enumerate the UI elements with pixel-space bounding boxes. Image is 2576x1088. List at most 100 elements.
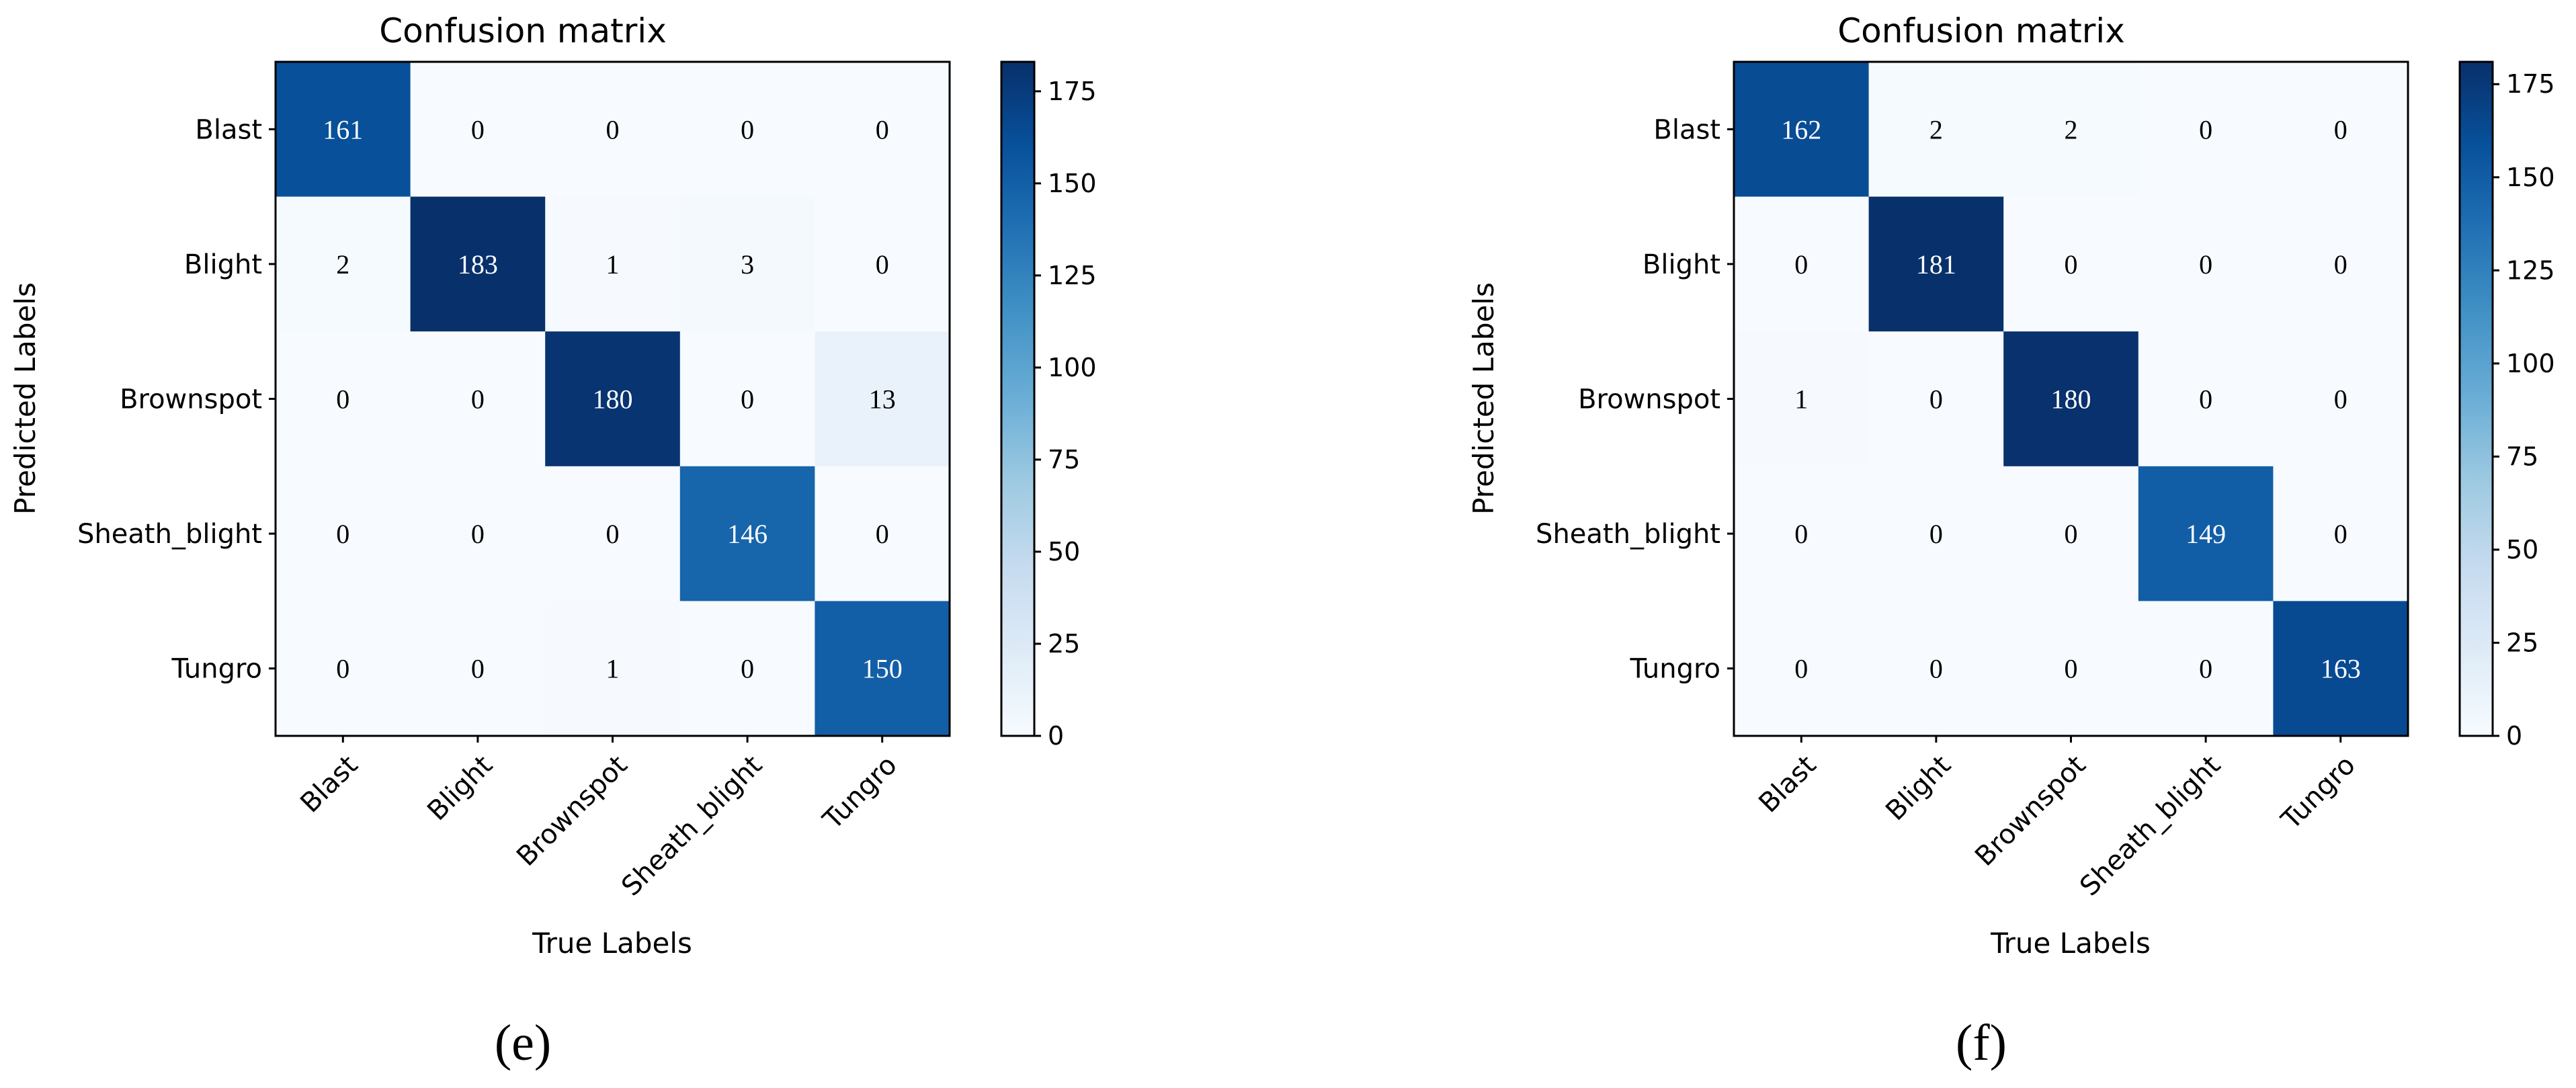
chart-e-colorbar-ticks: 0 25 50 75 100 125 150 175 [1034, 77, 1097, 751]
cell-Sheath_blight-Blast [1734, 466, 1870, 601]
cell-value: 0 [1929, 654, 1943, 684]
cell-Sheath_blight-Blast [276, 466, 411, 601]
cell-value: 150 [862, 654, 903, 684]
cell-value: 0 [336, 654, 349, 684]
cell-value: 0 [2199, 654, 2212, 684]
cell-value: 0 [1929, 519, 1943, 549]
cell-Sheath_blight-Brownspot [2003, 466, 2139, 601]
cell-Tungro-Tungro [2273, 601, 2409, 737]
y-tick-label: Tungro [1630, 654, 1721, 685]
cell-Blast-Sheath_blight [2138, 62, 2274, 198]
chart-f-title: Confusion matrix [1837, 11, 2125, 50]
cell-value: 0 [876, 519, 889, 549]
cell-value: 0 [2334, 384, 2348, 415]
cell-value: 181 [1916, 249, 1956, 280]
cell-Sheath_blight-Blight [410, 466, 546, 601]
x-tick-label: Sheath_blight [2074, 750, 2227, 903]
y-tick-label: Blight [1643, 249, 1720, 280]
chart-e-cells: 161 0 0 0 02 183 1 3 00 0 180 0 130 0 0 146 00 0 1 0 150 [276, 62, 950, 737]
cell-Blast-Brownspot [2003, 62, 2139, 198]
colorbar-tick-label: 150 [2506, 163, 2555, 192]
x-tick-label: Brownspot [1969, 750, 2091, 872]
colorbar-tick-label: 125 [2506, 255, 2555, 285]
cell-Blight-Sheath_blight [679, 196, 815, 332]
chart-f-xlabel: True Labels [1990, 927, 2151, 960]
y-tick-label: Sheath_blight [1536, 519, 1720, 550]
cell-Tungro-Brownspot [545, 601, 681, 737]
colorbar-tick-label: 25 [2506, 628, 2538, 657]
cell-value: 0 [876, 114, 889, 144]
cell-value: 0 [1794, 654, 1808, 684]
cell-Tungro-Blast [1734, 601, 1870, 737]
cell-Blight-Sheath_blight [2138, 196, 2274, 332]
y-tick-label: Sheath_blight [77, 519, 262, 550]
colorbar-tick-label: 0 [1048, 721, 1064, 751]
cell-value: 0 [1794, 249, 1808, 280]
chart-e: Confusion matrix 161 0 0 0 02 183 1 3 00 0 180 0 130… [9, 11, 1097, 1071]
y-tick-label: Tungro [171, 654, 263, 685]
cell-Blast-Blast [276, 62, 411, 198]
cell-value: 1 [1794, 384, 1808, 415]
cell-Brownspot-Blast [276, 331, 411, 467]
cell-value: 180 [2051, 384, 2091, 415]
cell-Sheath_blight-Sheath_blight [2138, 466, 2274, 601]
cell-value: 163 [2321, 654, 2361, 684]
cell-value: 13 [869, 384, 896, 415]
x-tick-label: Blight [421, 750, 499, 827]
cell-value: 0 [876, 249, 889, 280]
cell-value: 146 [727, 519, 767, 549]
chart-e-title: Confusion matrix [379, 11, 667, 50]
cell-value: 0 [606, 519, 620, 549]
cell-value: 0 [336, 384, 349, 415]
cell-value: 0 [471, 384, 485, 415]
x-tick-label: Tungro [2275, 750, 2361, 836]
colorbar-tick-label: 75 [1048, 445, 1080, 474]
colorbar-tick-label: 175 [2506, 69, 2555, 99]
cell-Sheath_blight-Sheath_blight [679, 466, 815, 601]
colorbar-tick-label: 50 [1048, 537, 1080, 567]
chart-e-ylabel: Predicted Labels [9, 282, 42, 515]
cell-Tungro-Blast [276, 601, 411, 737]
cell-value: 0 [2065, 249, 2078, 280]
cell-Sheath_blight-Blight [1868, 466, 2004, 601]
cell-value: 0 [2199, 114, 2212, 144]
cell-Blast-Blast [1734, 62, 1870, 198]
cell-value: 180 [593, 384, 633, 415]
x-tick-label: Blast [294, 750, 364, 819]
cell-value: 2 [336, 249, 349, 280]
cell-Sheath_blight-Tungro [2273, 466, 2409, 601]
cell-Blight-Blast [276, 196, 411, 332]
cell-Blight-Blast [1734, 196, 1870, 332]
cell-value: 0 [2334, 114, 2348, 144]
colorbar-tick-label: 25 [1048, 629, 1080, 659]
y-tick-label: Blight [184, 249, 262, 280]
cell-value: 0 [336, 519, 349, 549]
cell-value: 0 [2199, 384, 2212, 415]
cell-value: 1 [606, 654, 620, 684]
cell-Brownspot-Brownspot [2003, 331, 2139, 467]
cell-value: 0 [471, 519, 485, 549]
x-tick-label: Blast [1753, 750, 1822, 819]
cell-value: 0 [2334, 249, 2348, 280]
chart-f-colorbar-ticks: 0 25 50 75 100 125 150 175 [2493, 69, 2555, 751]
x-tick-label: Blight [1880, 750, 1957, 827]
colorbar-tick-label: 175 [1048, 77, 1097, 106]
x-tick-label: Tungro [817, 750, 903, 836]
colorbar-tick-label: 100 [2506, 349, 2555, 378]
cell-value: 0 [471, 654, 485, 684]
chart-e-xlabel: True Labels [532, 927, 692, 960]
cell-Blight-Blight [1868, 196, 2004, 332]
cell-value: 0 [606, 114, 620, 144]
cell-value: 2 [2065, 114, 2078, 144]
cell-value: 149 [2186, 519, 2226, 549]
cell-Blast-Sheath_blight [679, 62, 815, 198]
cell-value: 0 [1929, 384, 1943, 415]
cell-value: 0 [2065, 519, 2078, 549]
cell-Tungro-Sheath_blight [679, 601, 815, 737]
chart-e-panel-label: (e) [495, 1015, 551, 1071]
x-tick-label: Brownspot [511, 750, 633, 872]
cell-Brownspot-Blast [1734, 331, 1870, 467]
cell-Blight-Blight [410, 196, 546, 332]
cell-value: 0 [2334, 519, 2348, 549]
